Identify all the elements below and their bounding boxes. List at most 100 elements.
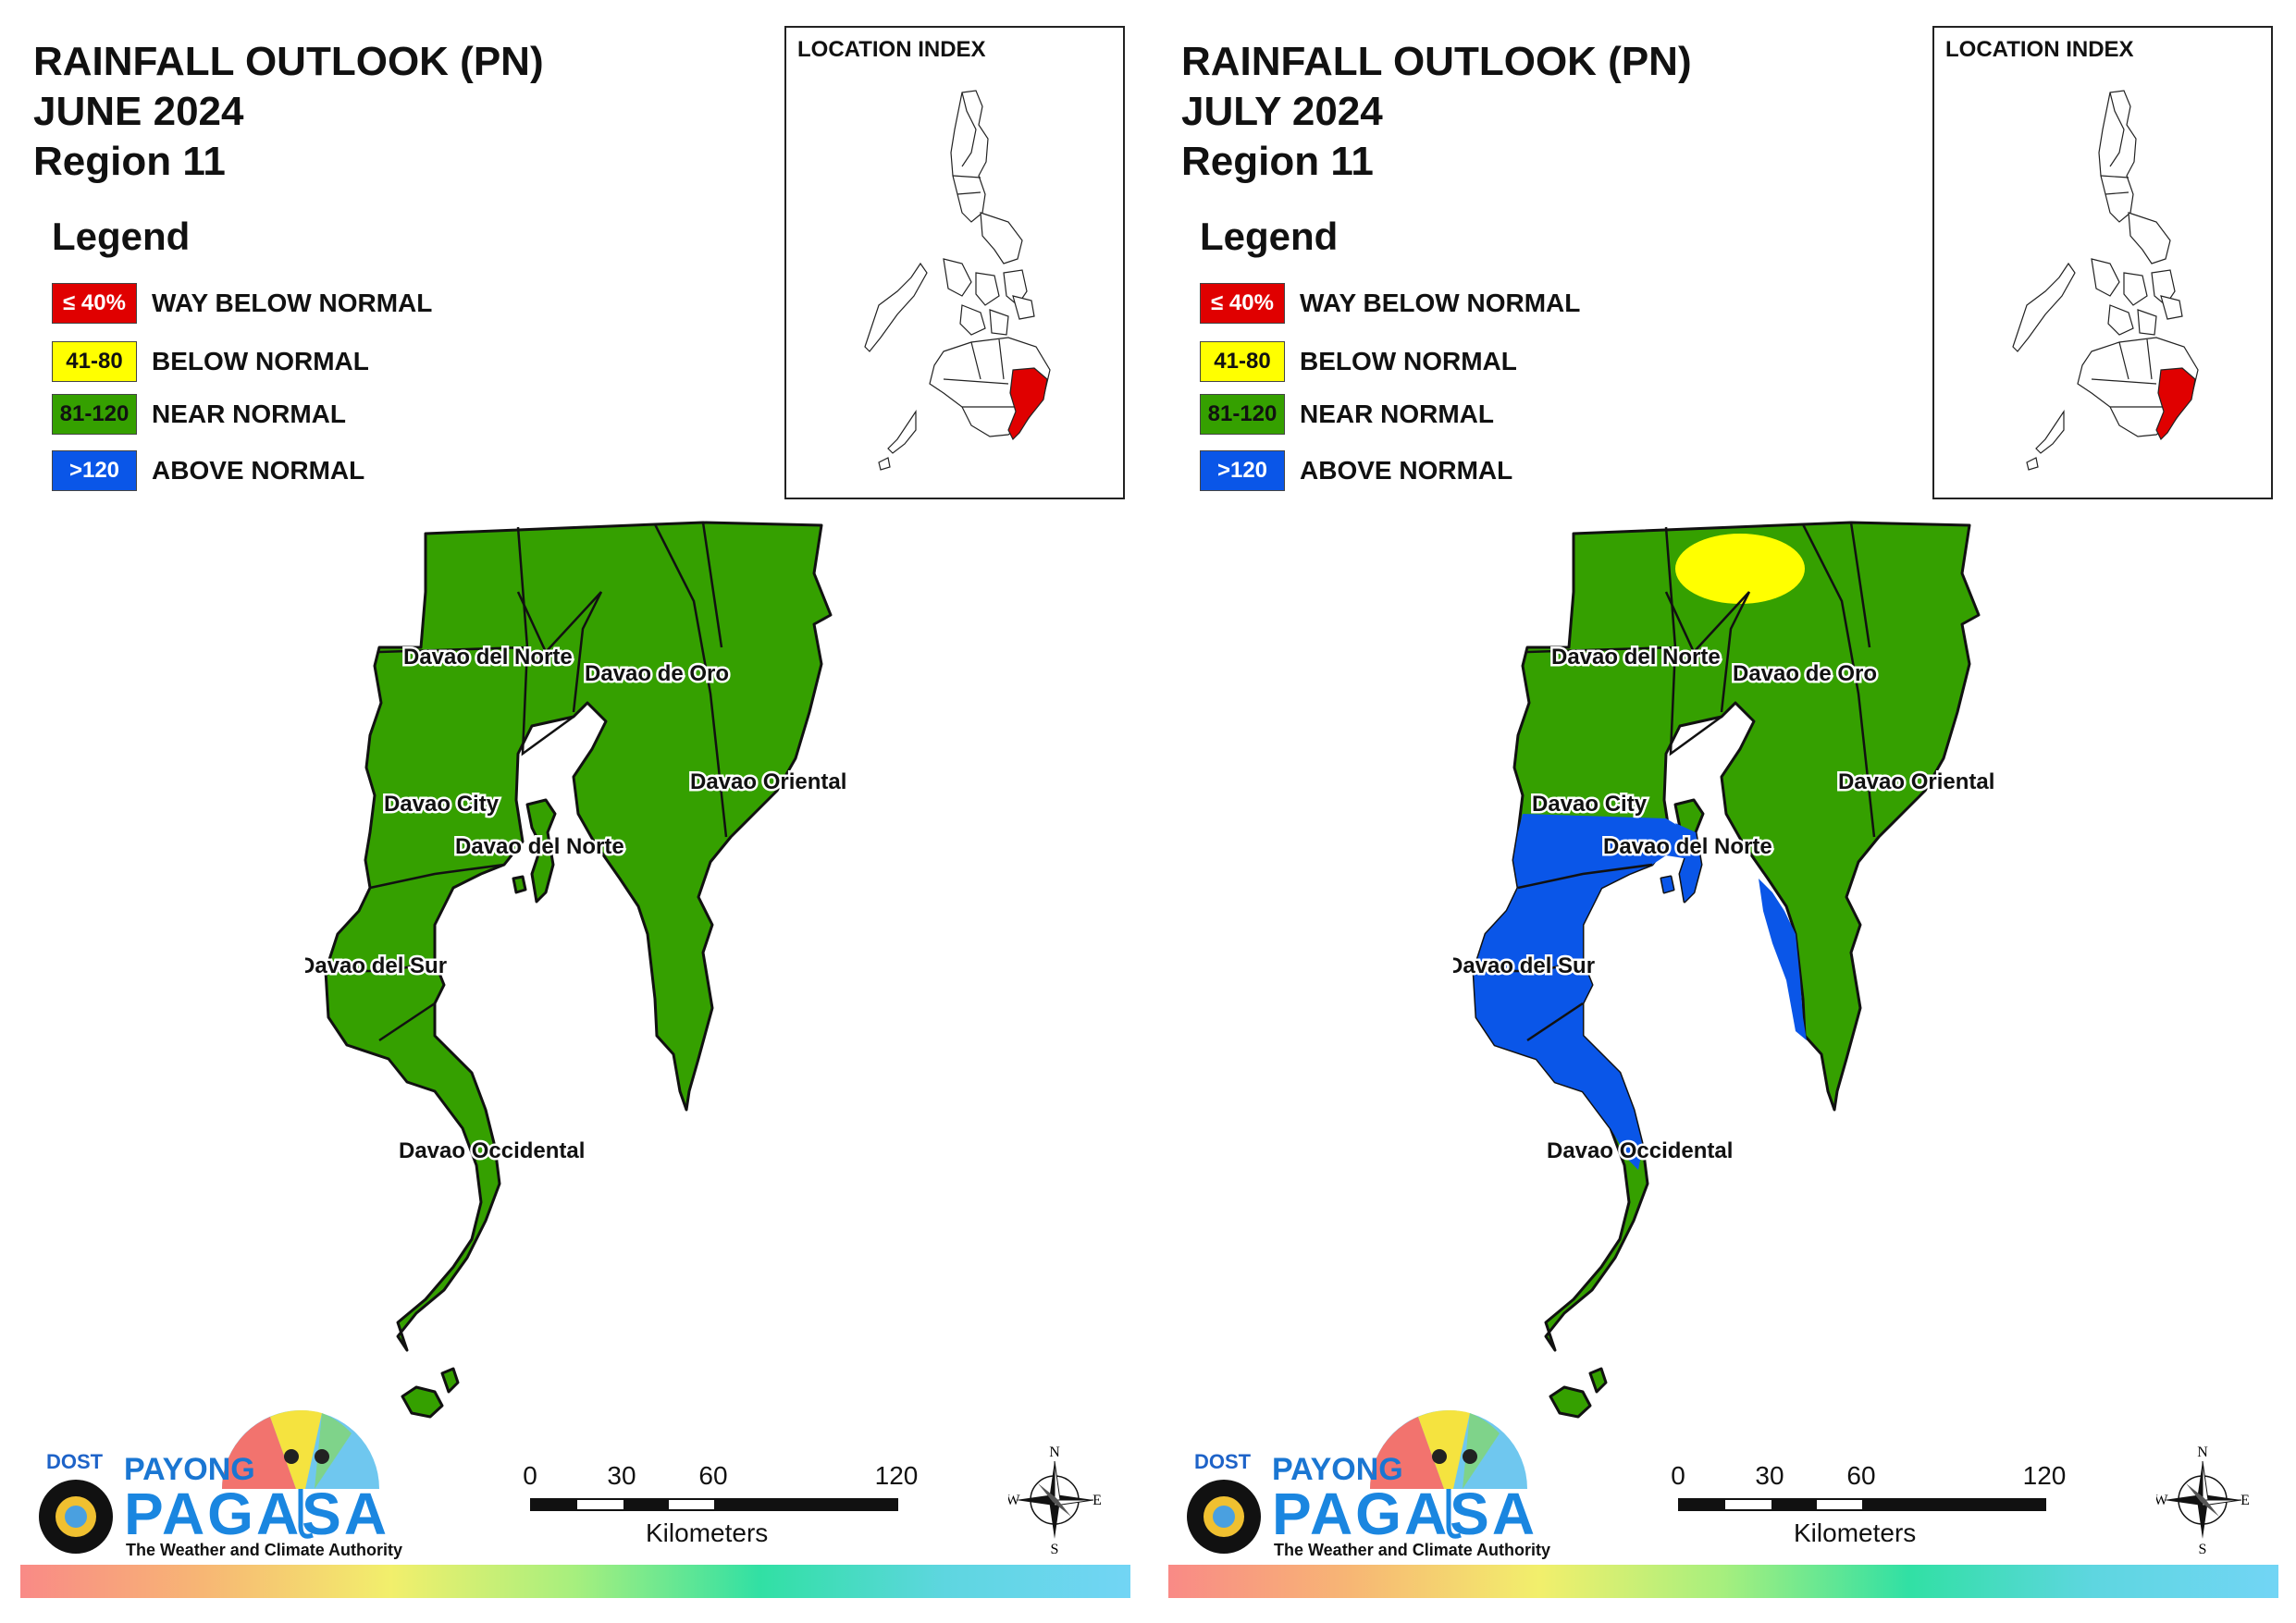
- legend-item-near: 81-120 NEAR NORMAL: [1200, 392, 1494, 436]
- region-11-map: Davao del Norte Davao de Oro Davao City …: [1453, 521, 1997, 1419]
- scale-bar: 0 30 60 120 Kilometers: [523, 1461, 918, 1547]
- scale-unit: Kilometers: [646, 1518, 769, 1547]
- legend-title: Legend: [1200, 215, 1339, 258]
- location-index-label: LOCATION INDEX: [1945, 37, 2134, 62]
- location-index-label: LOCATION INDEX: [797, 37, 986, 62]
- color-strip: [1168, 1565, 2278, 1598]
- legend-item-below: 41-80 BELOW NORMAL: [1200, 339, 1517, 384]
- legend-item-above: >120 ABOVE NORMAL: [52, 449, 364, 493]
- philippines-index-map: [864, 90, 1051, 471]
- payong-text: PAYONG: [1272, 1452, 1403, 1487]
- scale-bar-graphic: [530, 1498, 898, 1511]
- tagline-text: The Weather and Climate Authority: [1274, 1541, 1551, 1559]
- june-outlook-panel: RAINFALL OUTLOOK (PN) JUNE 2024 Region 1…: [20, 26, 1130, 1598]
- legend-swatch: >120: [52, 450, 137, 491]
- province-borders: [326, 522, 728, 1042]
- legend-item-above: >120 ABOVE NORMAL: [1200, 449, 1512, 493]
- legend-label: NEAR NORMAL: [152, 400, 346, 428]
- legend-item-way-below: ≤ 40% WAY BELOW NORMAL: [52, 281, 432, 326]
- payong-pagasa-logo: DOST PAYONG PAGASA The Weather and Clima…: [28, 1387, 402, 1563]
- compass-e: E: [2240, 1493, 2249, 1508]
- province-shapes: [324, 521, 833, 1419]
- label-davao-occidental: Davao Occidental: [399, 1138, 585, 1163]
- location-index: LOCATION INDEX: [784, 26, 1125, 499]
- map-title: RAINFALL OUTLOOK (PN) JULY 2024 Region 1…: [1181, 37, 1692, 187]
- compass-n: N: [2197, 1445, 2208, 1460]
- scale-tick-0: 0: [523, 1461, 537, 1490]
- label-davao-city: Davao City: [1532, 792, 1648, 817]
- label-davao-city: Davao City: [384, 792, 500, 817]
- legend-label: ABOVE NORMAL: [152, 456, 365, 485]
- scale-tick-120: 120: [874, 1461, 919, 1490]
- overlay-below-north: [1675, 534, 1805, 604]
- southern-island-shape: [1549, 1385, 1592, 1419]
- scale-unit: Kilometers: [1794, 1518, 1917, 1547]
- label-davao-oriental: Davao Oriental: [1838, 769, 1994, 794]
- scale-tick-30: 30: [1755, 1461, 1784, 1490]
- compass-rose-icon: N S E W: [2156, 1445, 2249, 1555]
- legend-label: WAY BELOW NORMAL: [152, 289, 433, 317]
- island-small-shape: [512, 875, 527, 894]
- location-index: LOCATION INDEX: [1932, 26, 2273, 499]
- legend-item-below: 41-80 BELOW NORMAL: [52, 339, 369, 384]
- southern-islet-shape: [1588, 1367, 1608, 1394]
- philippines-index-map: [2012, 90, 2199, 471]
- compass-w: W: [2156, 1493, 2168, 1508]
- july-outlook-panel: RAINFALL OUTLOOK (PN) JULY 2024 Region 1…: [1148, 0, 2296, 1623]
- overlay-above-east-strip: [1759, 879, 1807, 1040]
- legend-title: Legend: [52, 215, 191, 258]
- legend-label: BELOW NORMAL: [152, 347, 369, 375]
- title-line-1: RAINFALL OUTLOOK (PN): [33, 39, 544, 84]
- title-line-1: RAINFALL OUTLOOK (PN): [1181, 39, 1692, 84]
- label-davao-del-sur: Davao del Sur: [1453, 953, 1595, 978]
- legend-swatch: ≤ 40%: [1200, 283, 1285, 324]
- legend-label: ABOVE NORMAL: [1300, 456, 1513, 485]
- label-davao-de-oro: Davao de Oro: [1733, 661, 1877, 686]
- label-davao-del-sur: Davao del Sur: [305, 953, 447, 978]
- scale-bar-graphic: [1678, 1498, 2046, 1511]
- scale-tick-60: 60: [698, 1461, 728, 1490]
- legend-item-way-below: ≤ 40% WAY BELOW NORMAL: [1200, 281, 1580, 326]
- southern-island-shape: [401, 1385, 444, 1419]
- label-davao-de-oro: Davao de Oro: [585, 661, 729, 686]
- scale-bar: 0 30 60 120 Kilometers: [1671, 1461, 2066, 1547]
- legend-item-near: 81-120 NEAR NORMAL: [52, 392, 346, 436]
- overlay-above-island: [1661, 823, 1701, 902]
- legend-label: BELOW NORMAL: [1300, 347, 1517, 375]
- province-labels: Davao del Norte Davao de Oro Davao City …: [305, 643, 849, 1166]
- scale-tick-0: 0: [1671, 1461, 1685, 1490]
- compass-n: N: [1049, 1445, 1060, 1460]
- legend-label: WAY BELOW NORMAL: [1300, 289, 1581, 317]
- label-davao-del-norte-samal: Davao del Norte: [1603, 834, 1772, 859]
- compass-rose-icon: N S E W: [1008, 1445, 1101, 1555]
- compass-w: W: [1008, 1493, 1020, 1508]
- umbrella-logo-icon: [39, 1410, 379, 1554]
- region-11-highlight: [1007, 367, 1048, 441]
- mainland-west-shape: [324, 521, 833, 1352]
- compass-s: S: [1051, 1542, 1059, 1555]
- legend-swatch: 41-80: [52, 341, 137, 382]
- samal-island-shape: [525, 798, 557, 904]
- legend-label: NEAR NORMAL: [1300, 400, 1494, 428]
- title-line-2: JULY 2024: [1181, 89, 1383, 134]
- label-davao-del-norte: Davao del Norte: [1551, 645, 1721, 670]
- label-davao-del-norte-samal: Davao del Norte: [455, 834, 624, 859]
- title-line-2: JUNE 2024: [33, 89, 244, 134]
- umbrella-logo-icon: [1187, 1410, 1527, 1554]
- tagline-text: The Weather and Climate Authority: [126, 1541, 403, 1559]
- title-line-3: Region 11: [33, 139, 226, 184]
- province-borders: [1474, 522, 1876, 1042]
- province-labels: Davao del Norte Davao de Oro Davao City …: [1453, 643, 1997, 1166]
- scale-tick-60: 60: [1846, 1461, 1876, 1490]
- legend-swatch: 81-120: [1200, 394, 1285, 435]
- scale-tick-30: 30: [607, 1461, 636, 1490]
- southern-islet-shape: [440, 1367, 460, 1394]
- compass-e: E: [1092, 1493, 1101, 1508]
- legend-swatch: 41-80: [1200, 341, 1285, 382]
- dost-text: DOST: [46, 1450, 104, 1473]
- payong-text: PAYONG: [124, 1452, 255, 1487]
- scale-tick-120: 120: [2022, 1461, 2067, 1490]
- color-strip: [20, 1565, 1130, 1598]
- map-title: RAINFALL OUTLOOK (PN) JUNE 2024 Region 1…: [33, 37, 544, 187]
- compass-s: S: [2199, 1542, 2207, 1555]
